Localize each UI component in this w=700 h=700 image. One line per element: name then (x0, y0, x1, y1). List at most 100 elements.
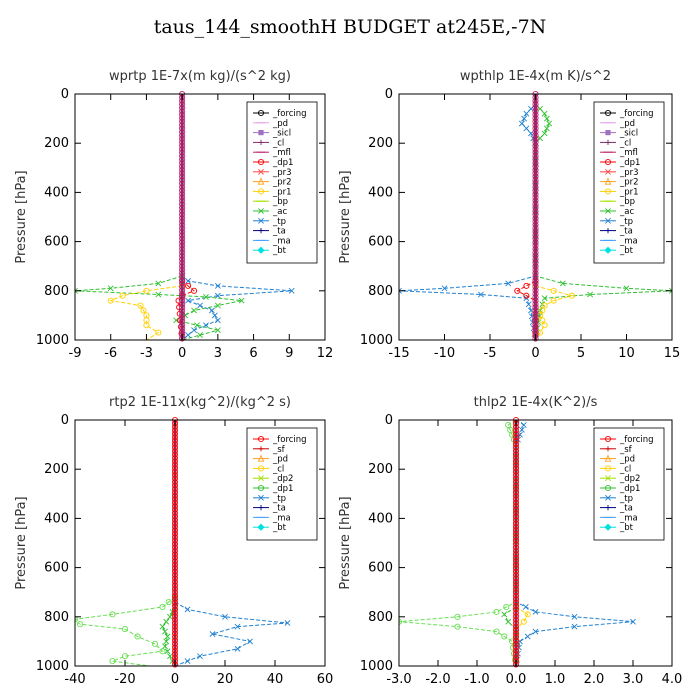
zero-profile-marker (532, 187, 539, 194)
zero-profile-marker (179, 142, 186, 149)
zero-profile-marker (179, 270, 186, 277)
zero-profile-marker (171, 461, 179, 468)
zero-profile-marker (179, 166, 186, 173)
zero-profile-marker (171, 620, 179, 627)
zero-profile-marker (171, 578, 179, 585)
zero-profile-marker (532, 259, 539, 266)
legend-marker (604, 158, 612, 166)
legend-marker (604, 484, 612, 492)
zero-profile-marker (532, 135, 539, 142)
zero-profile-marker (171, 458, 179, 465)
zero-profile-marker (179, 201, 186, 208)
series-point_dp2 (505, 618, 512, 625)
zero-profile-marker (512, 609, 520, 616)
zero-profile-marker (179, 325, 186, 332)
zero-profile-marker (179, 301, 186, 308)
zero-profile-marker (179, 177, 186, 184)
zero-profile-marker (512, 475, 520, 482)
y-tick-label: 0 (385, 413, 393, 428)
zero-profile-marker (171, 602, 179, 610)
zero-profile-marker (532, 146, 539, 153)
zero-profile-marker (179, 297, 186, 304)
zero-profile-marker (171, 537, 179, 544)
legend-label: _tp (619, 217, 633, 227)
zero-profile-marker (512, 558, 520, 565)
series-point_ac (543, 115, 550, 122)
zero-profile-marker (179, 183, 186, 191)
series-point_tp (571, 613, 578, 620)
series-point_cl (520, 618, 527, 625)
legend-marker (258, 494, 264, 501)
series-point_tp (214, 317, 221, 324)
series-line_pr1 (108, 285, 183, 340)
zero-profile-marker (532, 128, 539, 135)
series-point_ac (537, 135, 543, 142)
series-point_pr1 (550, 297, 557, 304)
series-point_dp2 (167, 613, 173, 620)
legend-marker (258, 208, 264, 214)
legend-label: _bt (619, 246, 634, 256)
series-point_tp (523, 125, 530, 132)
x-tick-label: 0 (178, 346, 186, 361)
legend-marker (258, 446, 264, 452)
zero-profile-marker (512, 616, 520, 623)
legend-label: _tp (619, 494, 633, 504)
x-tick-label: 1.0 (545, 672, 566, 687)
series-point_dp1 (514, 287, 521, 294)
y-tick-label: 200 (44, 462, 69, 477)
series-point_dp2 (167, 653, 173, 660)
zero-profile-marker (532, 149, 539, 156)
series-point_dp1 (501, 633, 508, 640)
legend-marker (258, 475, 264, 482)
legend-marker (258, 217, 264, 224)
zero-profile-marker (532, 294, 539, 301)
y-tick-label: 600 (44, 561, 69, 576)
x-tick-label: 20 (217, 672, 234, 687)
series-point_cl (524, 611, 531, 618)
legend-label: _forcing (619, 109, 654, 119)
legend-box (593, 427, 665, 541)
x-tick-label: 3.0 (623, 672, 644, 687)
zero-profile-marker (512, 527, 520, 534)
series-line_tp (515, 420, 634, 666)
x-tick-label: 60 (317, 672, 334, 687)
legend-label: _ma (619, 236, 638, 246)
legend-marker (257, 454, 265, 462)
y-tick-label: 800 (368, 610, 393, 625)
zero-profile-marker (171, 447, 179, 455)
zero-profile-marker (512, 582, 520, 589)
series-point_tp (522, 604, 529, 610)
y-tick-label: 0 (61, 413, 69, 428)
zero-profile-marker (171, 637, 179, 644)
zero-profile-marker (532, 159, 539, 166)
zero-profile-marker (512, 620, 520, 627)
series-point_pr1 (155, 329, 162, 336)
zero-profile-marker (512, 599, 520, 606)
zero-profile-marker (179, 239, 186, 246)
zero-profile-marker (532, 208, 539, 215)
zero-profile-marker (532, 325, 539, 332)
legend-label: _cl (619, 138, 631, 148)
series-point_tp (524, 633, 531, 640)
series-line_tp (181, 275, 292, 340)
zero-profile-marker (512, 478, 520, 486)
legend-marker (605, 228, 611, 234)
zero-profile-marker (179, 156, 186, 163)
zero-profile-marker (532, 101, 539, 108)
legend-marker (604, 454, 612, 462)
zero-profile-marker (179, 194, 186, 201)
zero-profile-marker (532, 211, 539, 218)
series-point_ac (541, 295, 548, 302)
zero-profile-marker (171, 482, 179, 489)
legend: _forcing_pd_sicl_cl_mfl_dp1_pr3_pr2_pr1_… (593, 101, 665, 264)
legend-marker (258, 168, 264, 175)
zero-profile-marker (512, 434, 520, 441)
series-point_ac (107, 285, 114, 292)
legend-marker (604, 435, 612, 443)
plot-frame (74, 419, 326, 667)
zero-profile-marker (512, 441, 520, 448)
x-tick-label: 0 (171, 672, 179, 687)
zero-profile-marker (179, 311, 186, 318)
zero-profile-marker (179, 290, 186, 297)
